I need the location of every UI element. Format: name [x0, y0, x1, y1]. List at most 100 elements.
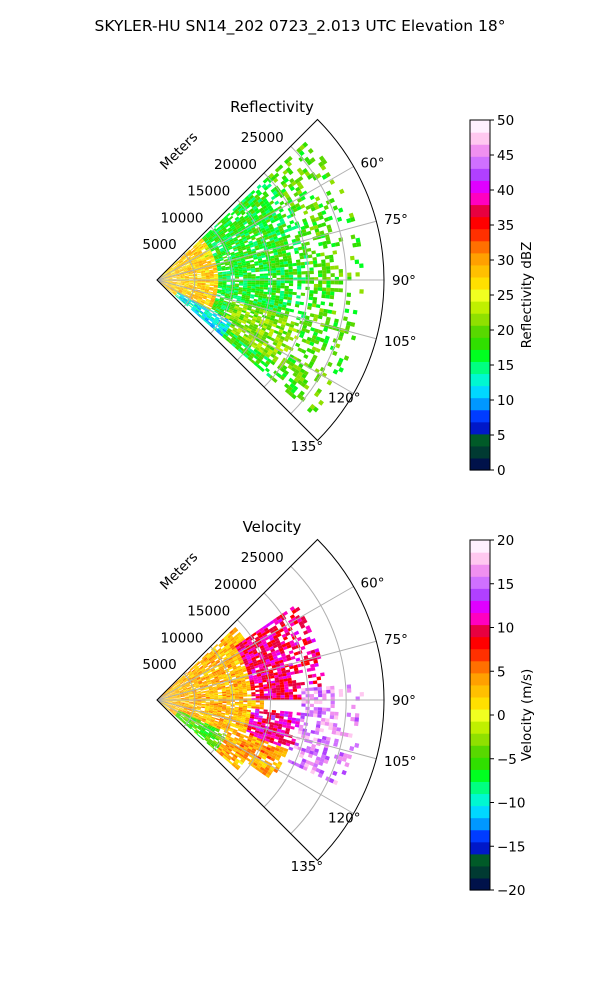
radar-gate: [250, 329, 256, 334]
radar-gate: [192, 704, 198, 707]
radar-gate: [272, 692, 277, 696]
radar-gate: [255, 286, 260, 289]
radar-gate: [182, 719, 186, 723]
radar-gate: [182, 292, 187, 295]
radar-gate: [306, 745, 312, 751]
radar-gate: [201, 273, 206, 275]
radar-gate: [232, 761, 238, 766]
radar-gate: [174, 707, 179, 710]
radar-gate: [252, 648, 257, 653]
radar-gate: [310, 338, 316, 343]
radar-gate: [284, 272, 289, 276]
radar-gate: [194, 310, 199, 314]
radar-gate: [185, 674, 189, 678]
radar-gate: [188, 692, 193, 695]
radar-gate: [224, 636, 229, 642]
radar-gate: [236, 717, 242, 720]
radar-gate: [294, 234, 300, 239]
radar-gate: [267, 761, 273, 767]
radar-gate: [184, 274, 189, 276]
radar-gate: [202, 663, 207, 667]
radar-gate: [215, 736, 220, 740]
radar-gate: [163, 695, 168, 698]
radar-gate: [175, 286, 180, 288]
radar-gate: [271, 732, 277, 737]
radar-gate: [315, 767, 321, 773]
radar-gate: [209, 282, 215, 284]
radar-gate: [277, 671, 283, 675]
radar-gate: [252, 316, 258, 320]
radar-gate: [175, 270, 180, 273]
radar-gate: [201, 235, 206, 240]
radar-gate: [259, 700, 265, 703]
radar-gate: [197, 258, 202, 262]
radar-gate: [281, 307, 287, 311]
radar-gate: [180, 294, 185, 298]
radar-gate: [272, 285, 277, 288]
radar-gate: [168, 277, 173, 279]
radar-gate: [252, 745, 258, 750]
radar-gate: [264, 216, 270, 221]
radar-gate: [315, 651, 321, 657]
radar-gate: [269, 302, 275, 306]
radar-gate: [167, 283, 172, 286]
radar-gate: [325, 294, 330, 299]
radar-gate: [305, 339, 311, 345]
radar-gate: [222, 641, 227, 646]
radar-gate: [309, 703, 314, 708]
radar-gate: [222, 274, 227, 277]
radar-gate: [341, 769, 347, 776]
azimuth-tick-label: 105°: [384, 334, 417, 350]
radar-gate: [179, 287, 184, 290]
colorbar-swatch: [470, 817, 490, 831]
radar-gate: [313, 290, 318, 295]
radar-gate: [302, 324, 308, 330]
radar-gate: [235, 338, 241, 343]
radar-gate: [274, 677, 280, 681]
radar-gate: [249, 664, 255, 668]
radar-gate: [188, 274, 193, 276]
colorbar-swatch: [470, 733, 490, 746]
radar-gate: [319, 757, 325, 763]
radar-gate: [205, 691, 210, 694]
radar-gate: [245, 234, 251, 239]
radar-gate: [211, 234, 216, 239]
radar-gate: [195, 302, 200, 306]
radar-gate: [199, 659, 204, 663]
radar-gate: [233, 728, 238, 733]
radar-gate: [305, 732, 311, 737]
radar-gate: [210, 659, 215, 663]
radar-gate: [257, 721, 262, 725]
radar-gate: [223, 300, 228, 304]
radar-gate: [270, 239, 275, 244]
radar-gate: [246, 236, 252, 241]
radar-gate: [292, 328, 298, 333]
radar-gate: [170, 286, 175, 290]
radar-gate: [168, 698, 173, 699]
radar-gate: [285, 166, 292, 173]
radar-gate: [211, 306, 217, 310]
radar-gate: [350, 255, 355, 261]
radar-gate: [217, 267, 222, 270]
radar-gate: [277, 751, 283, 756]
radar-gate: [217, 304, 222, 308]
radar-gate: [218, 332, 224, 337]
radar-gate: [211, 716, 216, 720]
radar-gate: [183, 717, 188, 721]
radar-gate: [256, 673, 262, 677]
radar-gate: [186, 675, 190, 679]
radar-gate: [189, 280, 194, 282]
radar-gate: [201, 694, 206, 696]
radar-gate: [233, 713, 238, 716]
radar-gate: [254, 732, 259, 736]
radar-gate: [272, 307, 278, 312]
radar-gate: [225, 290, 230, 293]
radar-gate: [291, 180, 297, 187]
radar-gate: [167, 273, 172, 276]
radar-gate: [318, 283, 323, 288]
radar-gate: [266, 344, 272, 349]
radar-gate: [255, 669, 261, 673]
radar-gate: [313, 283, 319, 288]
radar-gate: [196, 706, 202, 708]
radar-gate: [172, 292, 176, 296]
